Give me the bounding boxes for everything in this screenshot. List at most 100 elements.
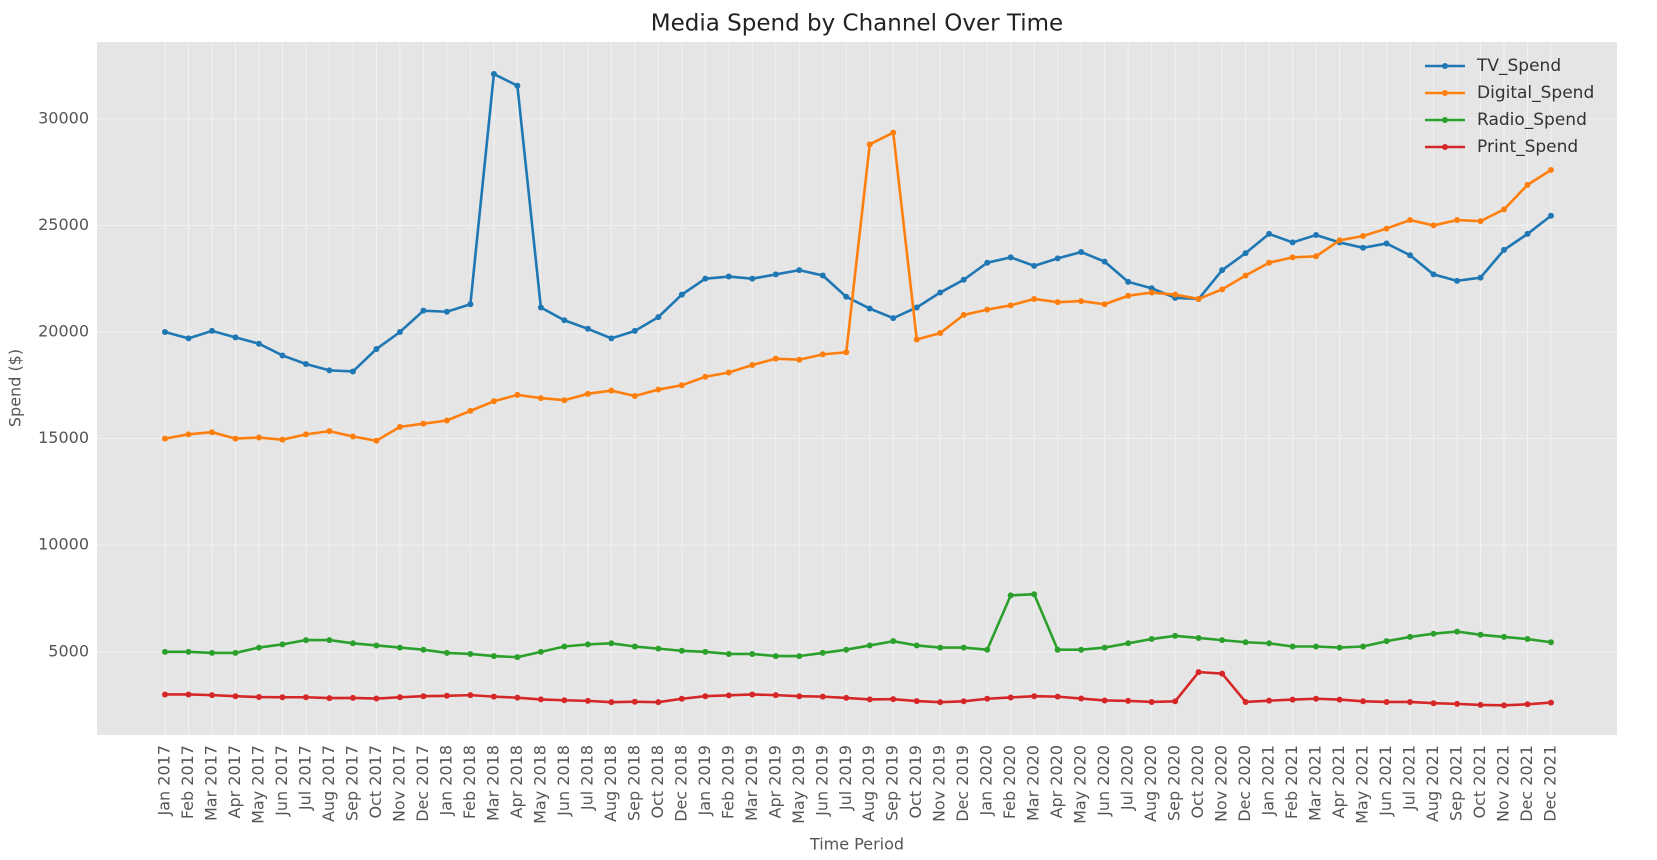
x-tick-label: Jul 2017 — [295, 745, 314, 811]
point — [1031, 262, 1038, 269]
x-tick-label: Apr 2019 — [765, 745, 784, 818]
point — [655, 386, 662, 393]
x-tick-label: Feb 2018 — [460, 745, 479, 819]
x-tick-label: Jun 2019 — [812, 745, 831, 817]
point — [890, 315, 897, 322]
point — [467, 407, 474, 414]
x-tick-label: Dec 2017 — [413, 745, 432, 822]
point — [1219, 670, 1226, 677]
x-tick-label: Nov 2020 — [1212, 745, 1231, 822]
point — [1548, 639, 1554, 646]
point — [490, 653, 497, 660]
point — [843, 694, 850, 701]
x-tick-label: Feb 2020 — [1000, 745, 1019, 819]
point — [1501, 246, 1508, 253]
x-tick-label: Apr 2020 — [1047, 745, 1066, 818]
point — [349, 694, 356, 701]
point — [725, 369, 732, 376]
point — [208, 327, 215, 334]
point — [349, 640, 356, 647]
x-tick-label: Jan 2021 — [1259, 745, 1278, 816]
x-tick-label: Jan 2020 — [977, 745, 996, 816]
x-tick-label: Aug 2018 — [601, 745, 620, 822]
legend-marker — [1442, 117, 1448, 123]
point — [937, 644, 944, 651]
y-axis-label: Spend ($) — [6, 349, 25, 427]
y-tick-label: 30000 — [38, 108, 89, 127]
x-tick-label: Jan 2018 — [436, 745, 455, 816]
chart-title: Media Spend by Channel Over Time — [651, 11, 1063, 37]
point — [561, 643, 568, 650]
point — [561, 397, 568, 404]
series-line — [165, 592, 1552, 659]
point — [1383, 240, 1390, 247]
x-tick-label: Aug 2021 — [1423, 745, 1442, 822]
point — [1125, 640, 1132, 647]
point — [819, 272, 826, 279]
point — [1101, 697, 1108, 704]
x-tick-label: Aug 2017 — [319, 745, 338, 822]
point — [537, 395, 544, 402]
point — [514, 694, 521, 701]
point — [1360, 643, 1367, 650]
x-tick-label: Mar 2018 — [483, 745, 502, 821]
point — [1289, 239, 1296, 246]
x-tick-label: Oct 2020 — [1188, 745, 1207, 818]
point — [1266, 640, 1273, 647]
point — [1313, 695, 1320, 702]
point — [279, 641, 286, 648]
point — [443, 308, 450, 315]
point — [843, 646, 850, 653]
point — [1524, 701, 1531, 708]
legend-label: Radio_Spend — [1477, 110, 1587, 130]
point — [1242, 250, 1249, 257]
point — [1501, 702, 1508, 709]
point — [819, 351, 826, 358]
point — [302, 360, 309, 367]
x-tick-label: Dec 2020 — [1235, 745, 1254, 822]
point — [255, 340, 262, 347]
point — [1477, 631, 1484, 638]
point — [537, 696, 544, 703]
point — [1007, 694, 1014, 701]
point — [208, 692, 215, 699]
x-tick-label: Dec 2021 — [1541, 745, 1560, 822]
point — [1383, 638, 1390, 645]
point — [255, 694, 262, 701]
point — [420, 307, 427, 314]
x-tick-label: Feb 2021 — [1282, 745, 1301, 819]
point — [796, 653, 803, 660]
point — [584, 697, 591, 704]
series-line — [164, 71, 1552, 373]
point — [1336, 644, 1343, 651]
x-tick-label: Oct 2019 — [906, 745, 925, 818]
point — [1007, 302, 1014, 309]
point — [749, 275, 756, 282]
x-tick-label: Oct 2018 — [648, 745, 667, 818]
point — [443, 417, 450, 424]
point — [1031, 295, 1038, 302]
point — [631, 698, 638, 705]
point — [1195, 669, 1202, 676]
point — [279, 694, 286, 701]
point — [937, 699, 944, 706]
point — [1054, 693, 1061, 700]
x-tick-label: May 2018 — [530, 745, 549, 824]
legend-label: Print_Spend — [1477, 137, 1578, 157]
point — [1407, 252, 1414, 259]
x-tick-label: Aug 2019 — [859, 745, 878, 822]
point — [349, 433, 356, 440]
point — [1454, 700, 1461, 707]
x-tick-label: Sep 2017 — [342, 745, 361, 821]
point — [467, 650, 474, 657]
point — [1101, 644, 1108, 651]
x-tick-label: Dec 2019 — [953, 745, 972, 822]
point — [1172, 632, 1179, 639]
point — [725, 650, 732, 657]
point — [1430, 271, 1437, 278]
point — [749, 691, 756, 698]
point — [678, 382, 685, 389]
point — [1148, 636, 1155, 643]
point — [678, 291, 685, 298]
point — [608, 335, 615, 342]
